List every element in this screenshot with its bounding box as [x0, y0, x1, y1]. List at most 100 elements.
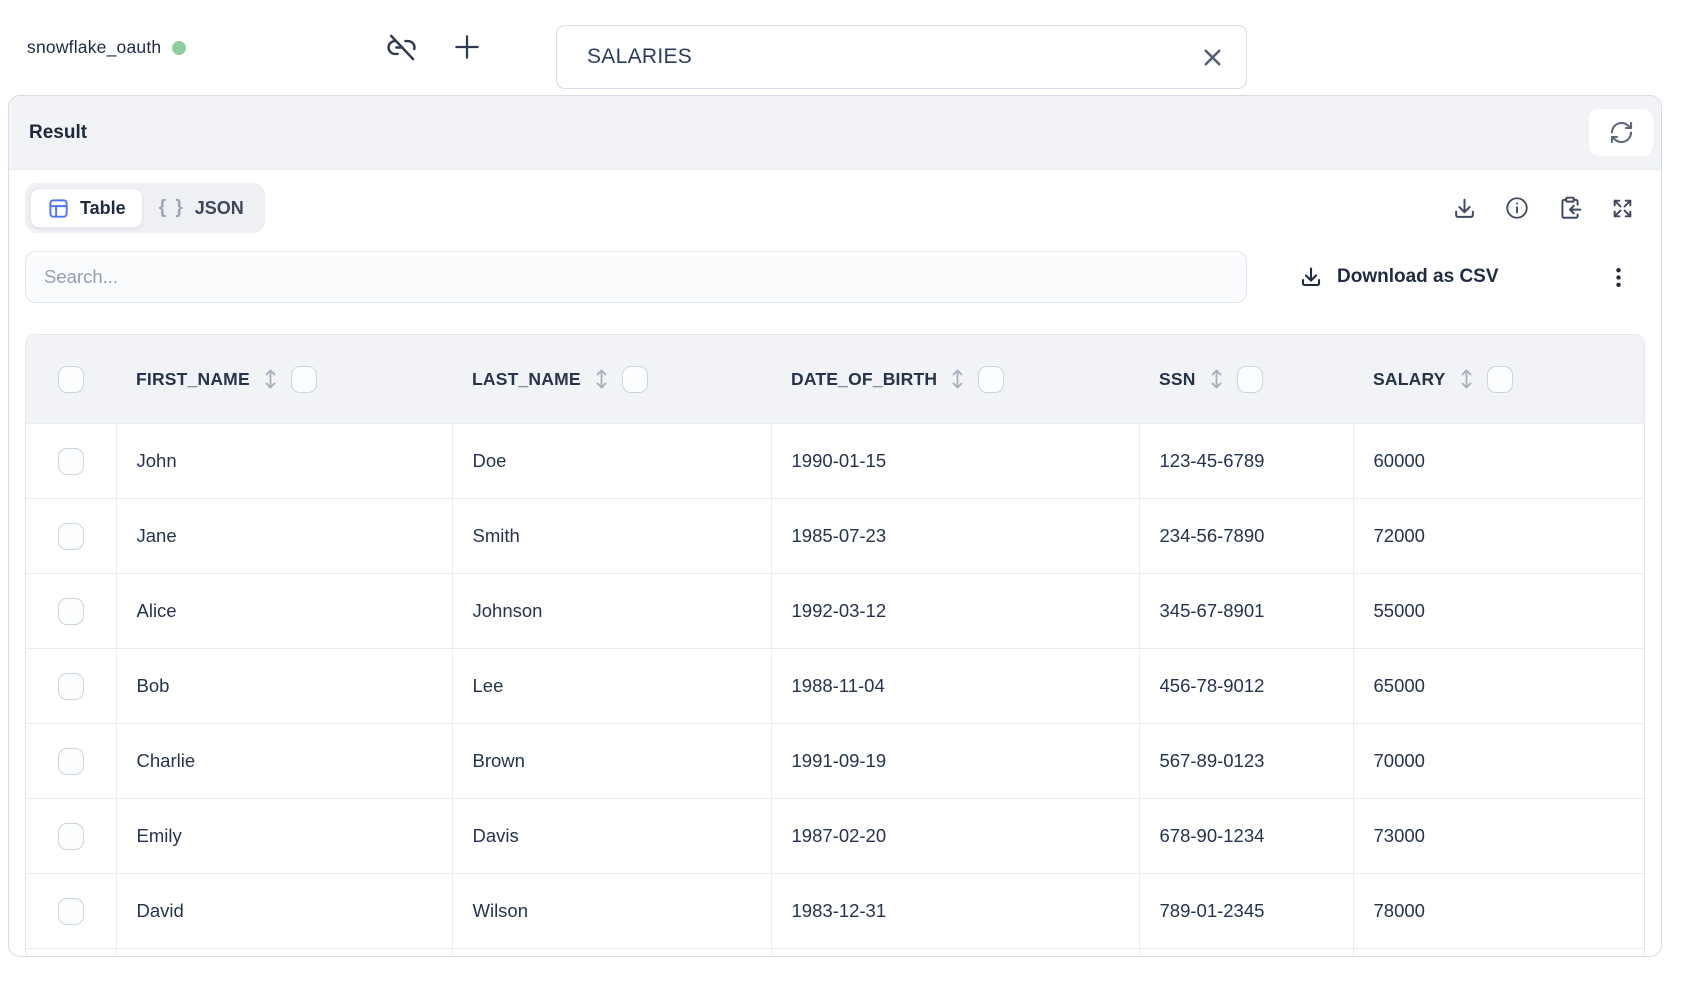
table-cell[interactable]: 1992-03-12 — [771, 573, 1140, 649]
table-cell[interactable]: Johnson — [452, 573, 772, 649]
table-cell[interactable]: 123-45-6789 — [1139, 423, 1354, 499]
download-result-button[interactable] — [1452, 196, 1477, 221]
row-checkbox[interactable] — [57, 672, 84, 700]
disconnect-button[interactable] — [386, 32, 417, 63]
column-label: FIRST_NAME — [136, 368, 250, 389]
info-button[interactable] — [1504, 195, 1530, 221]
expand-button[interactable] — [1610, 196, 1635, 221]
column-header-date_of_birth[interactable]: DATE_OF_BIRTH — [771, 335, 1139, 424]
result-panel-body: Table { } JSON — [9, 183, 1661, 956]
table-cell[interactable]: 1985-07-23 — [771, 498, 1140, 574]
column-header-first_name[interactable]: FIRST_NAME — [116, 335, 452, 424]
download-csv-label: Download as CSV — [1337, 266, 1499, 287]
column-checkbox[interactable] — [1486, 365, 1513, 393]
close-icon — [1199, 44, 1226, 71]
table-cell[interactable]: Smith — [452, 498, 772, 574]
result-table-container: FIRST_NAME LAST_NAME DATE_OF_BIRTH SSN SALAR… — [25, 334, 1645, 956]
table-cell[interactable]: 78000 — [1353, 873, 1644, 949]
table-cell[interactable]: 1991-09-19 — [771, 723, 1140, 799]
table-cell[interactable]: Lee — [452, 648, 772, 724]
table-row[interactable]: Emily Davis 1987-02-20 678-90-1234 73000 — [26, 798, 1644, 874]
table-cell[interactable]: 55000 — [1353, 573, 1644, 649]
table-cell[interactable]: 456-78-9012 — [1139, 648, 1354, 724]
row-checkbox[interactable] — [57, 897, 84, 925]
tab-json[interactable]: { } JSON — [143, 188, 260, 228]
column-checkbox[interactable] — [978, 365, 1005, 393]
table-cell[interactable]: 70000 — [1353, 723, 1644, 799]
table-cell[interactable]: Jane — [116, 498, 453, 574]
refresh-button[interactable] — [1589, 109, 1653, 156]
paste-button[interactable] — [1557, 195, 1583, 221]
table-options-button[interactable] — [1604, 263, 1633, 292]
download-icon — [1452, 196, 1477, 221]
table-cell[interactable]: 1988-11-04 — [771, 648, 1140, 724]
table-row[interactable]: Jane Smith 1985-07-23 234-56-7890 72000 — [26, 498, 1644, 574]
column-header-ssn[interactable]: SSN — [1139, 335, 1353, 424]
sort-icon[interactable] — [1459, 367, 1474, 391]
column-header-salary[interactable]: SALARY — [1353, 335, 1644, 424]
sort-icon[interactable] — [950, 367, 965, 391]
table-cell[interactable]: 1983-12-31 — [771, 873, 1140, 949]
select-all-checkbox[interactable] — [58, 365, 84, 393]
table-row[interactable]: Bob Lee 1988-11-04 456-78-9012 65000 — [26, 648, 1644, 724]
table-cell[interactable]: 1990-01-15 — [771, 423, 1140, 499]
table-cell[interactable]: David — [116, 873, 453, 949]
sort-icon[interactable] — [594, 367, 609, 391]
table-cell[interactable]: Wilson — [452, 873, 772, 949]
column-checkbox[interactable] — [1236, 365, 1263, 393]
tab-table[interactable]: Table — [30, 188, 143, 228]
table-row[interactable]: Charlie Brown 1991-09-19 567-89-0123 70000 — [26, 723, 1644, 799]
unlink-icon — [386, 32, 417, 63]
table-header: FIRST_NAME LAST_NAME DATE_OF_BIRTH SSN SALAR… — [26, 335, 1644, 424]
download-csv-button[interactable]: Download as CSV — [1293, 264, 1505, 290]
table-cell[interactable]: 345-67-8901 — [1139, 573, 1354, 649]
column-header-last_name[interactable]: LAST_NAME — [452, 335, 771, 424]
table-cell[interactable]: Davis — [452, 798, 772, 874]
table-cell[interactable]: 234-56-7890 — [1139, 498, 1354, 574]
table-cell[interactable]: Alice — [116, 573, 453, 649]
query-tab[interactable]: SALARIES — [556, 25, 1247, 89]
panel-title: Result — [29, 121, 88, 143]
table-body: John Doe 1990-01-15 123-45-6789 60000 Jane Smi… — [26, 423, 1644, 956]
result-panel-header: Result — [9, 96, 1661, 170]
table-cell[interactable]: 72000 — [1353, 498, 1644, 574]
table-cell[interactable]: 73000 — [1353, 798, 1644, 874]
column-label: SSN — [1159, 368, 1196, 389]
view-switcher: Table { } JSON — [25, 183, 265, 233]
row-checkbox[interactable] — [57, 447, 84, 475]
table-cell[interactable]: 1987-02-20 — [771, 798, 1140, 874]
column-label: DATE_OF_BIRTH — [791, 368, 938, 389]
table-row[interactable]: Alice Johnson 1992-03-12 345-67-8901 55000 — [26, 573, 1644, 649]
table-cell[interactable]: 789-01-2345 — [1139, 873, 1354, 949]
row-checkbox[interactable] — [57, 822, 84, 850]
table-cell[interactable]: John — [116, 423, 453, 499]
table-row-partial[interactable] — [26, 948, 1644, 956]
table-row[interactable]: John Doe 1990-01-15 123-45-6789 60000 — [26, 423, 1644, 499]
row-checkbox[interactable] — [57, 747, 84, 775]
row-checkbox[interactable] — [57, 522, 84, 550]
table-cell[interactable]: Charlie — [116, 723, 453, 799]
table-cell[interactable]: Emily — [116, 798, 453, 874]
table-row[interactable]: David Wilson 1983-12-31 789-01-2345 78000 — [26, 873, 1644, 949]
column-checkbox[interactable] — [290, 365, 317, 393]
result-panel: Result — [8, 95, 1662, 957]
table-cell[interactable]: Bob — [116, 648, 453, 724]
search-input[interactable] — [25, 251, 1247, 303]
row-checkbox[interactable] — [57, 597, 84, 625]
table-cell[interactable]: Brown — [452, 723, 772, 799]
clipboard-paste-icon — [1557, 195, 1583, 221]
row-select-cell — [26, 573, 117, 649]
connection-info: snowflake_oauth — [27, 0, 187, 95]
sort-icon[interactable] — [263, 367, 278, 391]
table-cell[interactable]: 678-90-1234 — [1139, 798, 1354, 874]
column-checkbox[interactable] — [621, 365, 648, 393]
close-tab-button[interactable] — [1195, 40, 1230, 75]
table-cell[interactable]: 65000 — [1353, 648, 1644, 724]
table-cell[interactable]: Doe — [452, 423, 772, 499]
table-cell[interactable]: 567-89-0123 — [1139, 723, 1354, 799]
sort-icon[interactable] — [1209, 367, 1224, 391]
table-cell[interactable]: 60000 — [1353, 423, 1644, 499]
tab-table-label: Table — [80, 197, 126, 218]
add-tab-button[interactable] — [451, 31, 483, 63]
json-braces-icon: { } — [158, 197, 185, 218]
